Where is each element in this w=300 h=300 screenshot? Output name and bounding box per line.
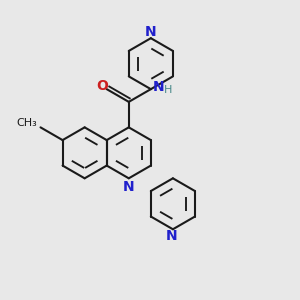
Text: N: N bbox=[153, 80, 164, 94]
Text: O: O bbox=[97, 79, 108, 93]
Text: N: N bbox=[123, 180, 135, 194]
Text: N: N bbox=[145, 25, 157, 39]
Text: H: H bbox=[164, 85, 172, 95]
Text: N: N bbox=[165, 229, 177, 243]
Text: CH₃: CH₃ bbox=[16, 118, 37, 128]
